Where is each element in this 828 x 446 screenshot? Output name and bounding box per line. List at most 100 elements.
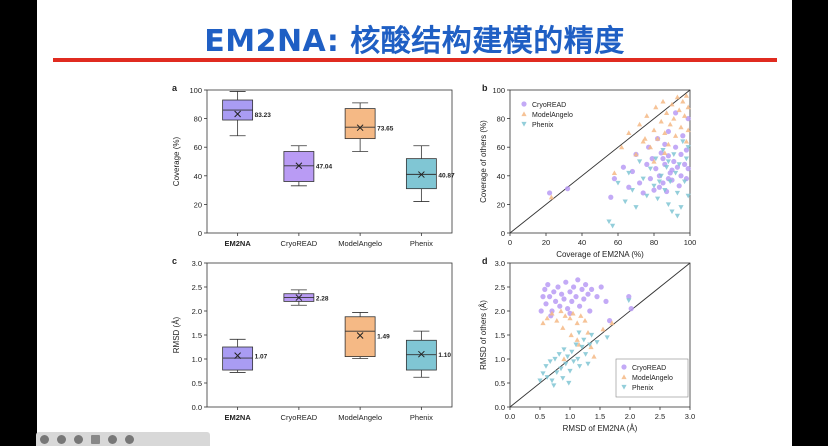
data-point xyxy=(583,282,589,288)
data-point xyxy=(647,144,653,150)
data-point xyxy=(569,349,575,355)
data-point xyxy=(571,284,577,290)
y-tick-label: 0 xyxy=(501,229,505,238)
legend-label: ModelAngelo xyxy=(632,375,673,382)
data-point xyxy=(578,313,584,318)
y-tick-label: 1.0 xyxy=(495,355,505,364)
data-point xyxy=(676,162,682,167)
data-point xyxy=(626,130,632,135)
x-tick-label: 80 xyxy=(650,238,658,247)
data-point xyxy=(609,320,615,326)
mean-label: 40.87 xyxy=(438,173,455,180)
data-point xyxy=(558,366,564,372)
data-point xyxy=(676,183,682,189)
mean-marker xyxy=(295,162,303,170)
mean-label: 1.49 xyxy=(377,333,390,340)
data-point xyxy=(644,193,650,199)
data-point xyxy=(542,286,548,292)
data-point xyxy=(555,284,561,290)
back-icon[interactable] xyxy=(40,434,49,444)
data-point xyxy=(579,286,585,292)
data-point xyxy=(611,170,617,176)
data-point xyxy=(553,298,559,304)
y-tick-label: 0.0 xyxy=(192,403,202,412)
x-tick-label: 1.5 xyxy=(595,412,605,421)
data-point xyxy=(607,318,613,324)
data-point xyxy=(543,364,549,369)
y-tick-label: 3.0 xyxy=(192,259,202,268)
slide-title: EM2NA: 核酸结构建模的精度 xyxy=(204,24,625,59)
grid-icon[interactable] xyxy=(91,434,100,444)
data-point xyxy=(537,378,543,384)
legend-label: Phenix xyxy=(632,385,654,392)
data-point xyxy=(574,337,580,342)
data-point xyxy=(565,306,571,312)
data-point xyxy=(680,139,686,145)
data-point xyxy=(626,298,632,304)
y-tick-label: 0 xyxy=(198,229,202,238)
data-point xyxy=(573,294,579,300)
data-point xyxy=(611,176,618,182)
data-point xyxy=(682,179,688,185)
data-point xyxy=(671,116,677,121)
y-tick-label: 1.5 xyxy=(495,331,505,340)
y-tick-label: 20 xyxy=(497,200,505,209)
data-point xyxy=(662,188,668,193)
data-point xyxy=(540,320,546,326)
plot-frame xyxy=(206,262,453,408)
x-tick-label: 100 xyxy=(684,238,697,247)
x-tick-label: Phenix xyxy=(410,239,433,248)
title-underline xyxy=(53,58,777,62)
legend-box xyxy=(615,358,689,398)
y-tick-label: 60 xyxy=(497,143,505,152)
x-tick-label: 2.5 xyxy=(655,412,665,421)
data-point xyxy=(665,202,671,207)
data-point xyxy=(629,188,635,193)
data-point xyxy=(575,356,581,362)
y-tick-label: 60 xyxy=(194,143,202,152)
data-point xyxy=(570,310,576,316)
data-point xyxy=(544,375,550,380)
data-point xyxy=(619,144,625,150)
data-point xyxy=(669,209,675,215)
data-point xyxy=(547,190,553,196)
data-point xyxy=(603,298,609,304)
data-point xyxy=(673,170,679,176)
data-point xyxy=(563,279,569,285)
data-point xyxy=(561,347,567,352)
data-point xyxy=(591,354,597,359)
data-point xyxy=(561,296,567,302)
zoom-icon[interactable] xyxy=(108,434,117,444)
more-icon[interactable] xyxy=(125,434,134,444)
data-point xyxy=(626,170,632,176)
mean-label: 83.23 xyxy=(255,112,272,119)
y-tick-label: 100 xyxy=(492,86,505,95)
data-point xyxy=(669,101,675,107)
data-point xyxy=(581,337,587,343)
x-tick-label: ModelAngelo xyxy=(338,413,382,422)
y-axis-label: RMSD of others (Å) xyxy=(479,300,488,370)
data-point xyxy=(558,308,564,314)
data-point xyxy=(581,296,587,302)
data-point xyxy=(678,151,684,157)
data-point xyxy=(660,98,666,104)
pen-icon[interactable] xyxy=(74,434,83,444)
data-point xyxy=(653,156,659,162)
data-point xyxy=(554,318,560,323)
data-point xyxy=(575,277,581,283)
x-axis-label: RMSD of EM2NA (Å) xyxy=(563,424,638,433)
data-point xyxy=(587,308,593,314)
forward-icon[interactable] xyxy=(57,434,66,444)
data-point xyxy=(626,294,632,300)
data-point xyxy=(644,113,650,118)
panel-letter: b xyxy=(482,83,488,93)
x-tick-label: CryoREAD xyxy=(281,239,318,248)
data-point xyxy=(642,136,648,141)
data-point xyxy=(585,361,591,367)
legend-marker xyxy=(621,384,627,390)
data-point xyxy=(615,180,621,186)
data-point xyxy=(633,205,639,210)
x-tick-label: 1.0 xyxy=(565,412,575,421)
data-point xyxy=(665,128,672,135)
data-point xyxy=(608,194,614,200)
